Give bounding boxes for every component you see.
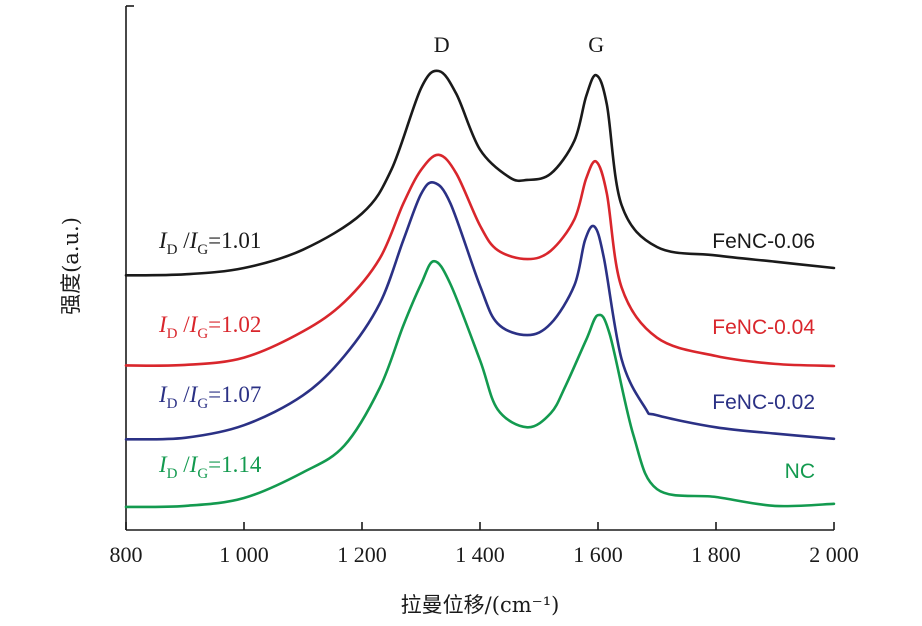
series-line-fenc-0-04 — [124, 153, 836, 368]
series-name-nc: NC — [785, 460, 815, 483]
series-name-fenc-0-04: FeNC-0.04 — [712, 316, 815, 339]
ratio-part-value: =1.02 — [208, 312, 261, 337]
ratio-part-D: D — [167, 242, 178, 258]
ratio-part-I: I — [189, 452, 199, 477]
y-axis-title: 强度(a.u.) — [59, 217, 83, 315]
peak-label-g: G — [588, 32, 604, 57]
x-tick-label-1600: 1 600 — [573, 542, 623, 567]
ratio-part-I: I — [189, 228, 199, 253]
ratio-part-I: I — [158, 452, 168, 477]
ratio-part-slash: / — [178, 228, 191, 253]
ratio-part-I: I — [158, 382, 168, 407]
ratio-part-value: =1.07 — [208, 382, 261, 407]
series-name-fenc-0-06: FeNC-0.06 — [712, 230, 815, 253]
series-line-fenc-0-02 — [124, 180, 836, 441]
ratio-label-nc: ID /IG=1.14 — [158, 452, 262, 482]
ratio-part-I: I — [189, 312, 199, 337]
x-ticks: 800 1 000 1 200 1 400 1 600 1 800 2 000 — [110, 522, 859, 567]
series-line-fenc-0-06 — [124, 69, 836, 277]
x-tick-label-1000: 1 000 — [219, 542, 269, 567]
series-name-fenc-0-02: FeNC-0.02 — [712, 391, 815, 414]
ratio-part-I: I — [189, 382, 199, 407]
ratio-label-fenc-0-04: ID /IG=1.02 — [158, 312, 261, 342]
ratio-part-G: G — [197, 326, 208, 342]
ratio-part-value: =1.01 — [208, 228, 261, 253]
ratio-label-fenc-0-06: ID /IG=1.01 — [158, 228, 261, 258]
x-tick-label-1800: 1 800 — [691, 542, 741, 567]
ratio-part-slash: / — [178, 382, 191, 407]
ratio-part-I: I — [158, 312, 168, 337]
ratio-part-G: G — [197, 396, 208, 412]
ratio-part-slash: / — [178, 312, 191, 337]
x-tick-label-800: 800 — [110, 542, 143, 567]
ratio-part-slash: / — [178, 452, 191, 477]
series-group — [124, 69, 836, 509]
ratio-part-I: I — [158, 228, 168, 253]
x-tick-label-1400: 1 400 — [455, 542, 505, 567]
ratio-label-fenc-0-02: ID /IG=1.07 — [158, 382, 261, 412]
peak-label-d: D — [434, 32, 450, 57]
ratio-part-D: D — [167, 396, 178, 412]
x-tick-label-1200: 1 200 — [337, 542, 387, 567]
ratio-part-D: D — [167, 326, 178, 342]
ratio-part-value: =1.14 — [208, 452, 262, 477]
ratio-part-G: G — [197, 466, 208, 482]
ratio-part-G: G — [197, 242, 208, 258]
ratio-part-D: D — [167, 466, 178, 482]
x-tick-label-2000: 2 000 — [809, 542, 859, 567]
x-axis-title: 拉曼位移/(cm⁻¹) — [401, 593, 560, 617]
series-line-nc — [124, 259, 836, 509]
